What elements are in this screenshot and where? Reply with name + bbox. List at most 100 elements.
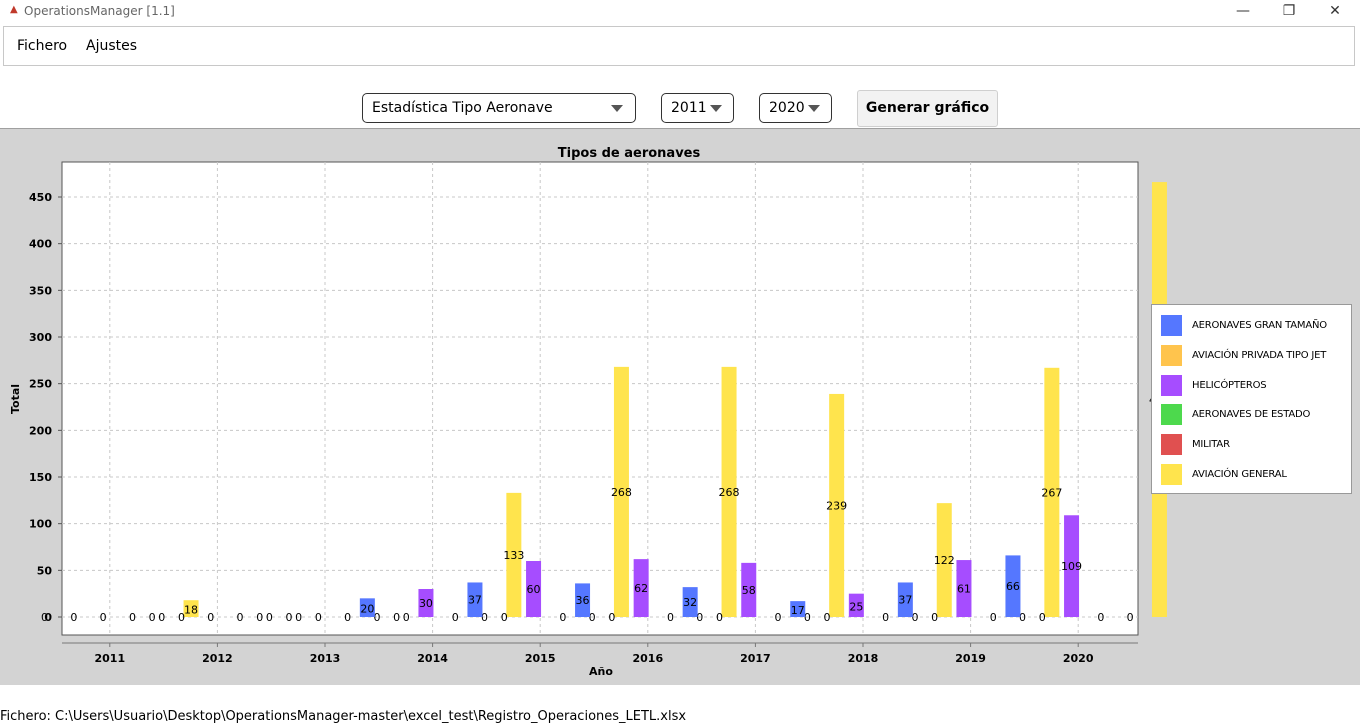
bar bbox=[467, 582, 483, 617]
bar bbox=[956, 560, 972, 617]
data-label: 0 bbox=[882, 611, 889, 624]
data-label: 0 bbox=[696, 611, 703, 624]
data-label: 0 bbox=[129, 611, 136, 624]
legend-label: AERONAVES DE ESTADO bbox=[1192, 409, 1311, 421]
bar bbox=[575, 583, 591, 617]
bar bbox=[633, 559, 649, 617]
data-label: 0 bbox=[158, 611, 165, 624]
chart-legend: AERONAVES GRAN TAMAÑO AVIACIÓN PRIVADA TI… bbox=[1151, 304, 1352, 494]
data-label: 37 bbox=[898, 594, 912, 607]
data-label: 66 bbox=[1006, 580, 1020, 593]
data-label: 122 bbox=[934, 554, 955, 567]
x-tick-label: 2012 bbox=[202, 652, 233, 665]
data-label: 0 bbox=[1097, 611, 1104, 624]
y-tick-label: 100 bbox=[29, 518, 52, 531]
plot-area bbox=[61, 161, 1139, 636]
bar bbox=[506, 492, 522, 617]
data-label: 0 bbox=[931, 611, 938, 624]
chart-title: Tipos de aeronaves bbox=[558, 146, 701, 161]
data-label: 60 bbox=[527, 583, 541, 596]
y-tick-label: 250 bbox=[29, 378, 52, 391]
data-label: 0 bbox=[295, 611, 302, 624]
bar bbox=[721, 366, 737, 617]
x-tick-label: 2015 bbox=[525, 652, 556, 665]
data-label: 239 bbox=[826, 499, 847, 512]
year-from-value: 2011 bbox=[671, 100, 707, 116]
bar bbox=[183, 600, 199, 617]
data-label: 268 bbox=[611, 486, 632, 499]
y-tick-label: 450 bbox=[29, 191, 52, 204]
bar bbox=[936, 503, 952, 617]
x-axis-label: Año bbox=[589, 665, 613, 678]
year-to-value: 2020 bbox=[769, 100, 805, 116]
data-label: 0 bbox=[559, 611, 566, 624]
data-label: 0 bbox=[266, 611, 273, 624]
data-label: 267 bbox=[1041, 486, 1062, 499]
data-label: 62 bbox=[634, 582, 648, 595]
bar bbox=[359, 598, 375, 617]
menu-fichero[interactable]: Fichero bbox=[17, 38, 68, 54]
y-tick-label: 50 bbox=[37, 564, 53, 577]
data-label: 0 bbox=[237, 611, 244, 624]
data-label: 0 bbox=[990, 611, 997, 624]
menu-ajustes[interactable]: Ajustes bbox=[86, 38, 138, 54]
y-tick-label: 0 bbox=[44, 611, 52, 624]
x-tick-label: 2014 bbox=[417, 652, 448, 665]
data-label: 0 bbox=[1039, 611, 1046, 624]
legend-swatch bbox=[1161, 464, 1182, 485]
data-label: 0 bbox=[207, 611, 214, 624]
year-to-select[interactable]: 2020 bbox=[759, 93, 832, 123]
legend-label: AVIACIÓN PRIVADA TIPO JET bbox=[1192, 349, 1327, 361]
legend-swatch bbox=[1161, 404, 1182, 426]
y-tick-label: 300 bbox=[29, 331, 52, 344]
x-tick-label: 2020 bbox=[1063, 652, 1094, 665]
legend-swatch bbox=[1161, 315, 1182, 336]
window-title: OperationsManager [1.1] bbox=[24, 4, 175, 18]
data-label: 0 bbox=[716, 611, 723, 624]
data-label: 0 bbox=[70, 611, 77, 624]
stat-type-value: Estadística Tipo Aeronave bbox=[372, 100, 553, 116]
data-label: 0 bbox=[344, 611, 351, 624]
title-bar: ▲ OperationsManager [1.1] — ❐ ✕ bbox=[0, 0, 1360, 24]
data-label: 0 bbox=[41, 611, 48, 624]
y-tick-label: 150 bbox=[29, 471, 52, 484]
data-label: 0 bbox=[911, 611, 918, 624]
data-label: 0 bbox=[824, 611, 831, 624]
generate-chart-button[interactable]: Generar gráfico bbox=[857, 90, 998, 127]
legend-label: MILITAR bbox=[1192, 439, 1230, 451]
data-label: 0 bbox=[100, 611, 107, 624]
legend-label: AVIACIÓN GENERAL bbox=[1192, 469, 1287, 480]
legend-label: HELICÓPTEROS bbox=[1192, 379, 1267, 391]
data-label: 0 bbox=[608, 611, 615, 624]
data-label: 0 bbox=[667, 611, 674, 624]
data-label: 133 bbox=[503, 549, 524, 562]
bar bbox=[1044, 367, 1060, 617]
y-tick-label: 350 bbox=[29, 284, 52, 297]
chevron-down-icon bbox=[808, 105, 820, 112]
data-label: 61 bbox=[957, 583, 971, 596]
minimize-icon[interactable]: — bbox=[1236, 3, 1250, 19]
app-icon: ▲ bbox=[10, 4, 18, 15]
data-label: 0 bbox=[804, 611, 811, 624]
data-label: 0 bbox=[501, 611, 508, 624]
bar bbox=[418, 589, 434, 617]
data-label: 0 bbox=[1019, 611, 1026, 624]
bar bbox=[897, 582, 913, 617]
data-label: 20 bbox=[360, 603, 374, 616]
y-tick-label: 200 bbox=[29, 424, 52, 437]
stat-type-select[interactable]: Estadística Tipo Aeronave bbox=[362, 93, 636, 123]
chart-panel: 0 50 100 150 200 250 300 350 400 450 0 0 0 0 0 18 2011 0 0… bbox=[0, 128, 1360, 685]
close-icon[interactable]: ✕ bbox=[1329, 3, 1341, 19]
maximize-icon[interactable]: ❐ bbox=[1282, 3, 1296, 19]
chevron-down-icon bbox=[710, 105, 722, 112]
data-label: 17 bbox=[791, 604, 805, 617]
bar bbox=[790, 601, 806, 617]
bar bbox=[848, 593, 864, 617]
bar bbox=[1064, 515, 1080, 617]
y-axis-label: Total bbox=[9, 384, 22, 414]
x-tick-label: 2011 bbox=[94, 652, 125, 665]
data-label: 0 bbox=[1127, 611, 1134, 624]
bar bbox=[682, 587, 698, 617]
year-from-select[interactable]: 2011 bbox=[661, 93, 734, 123]
